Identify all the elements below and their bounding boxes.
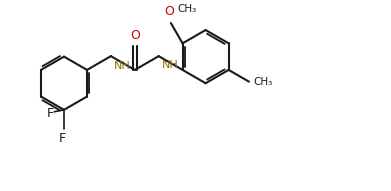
Text: F: F	[59, 132, 66, 145]
Text: O: O	[164, 5, 174, 18]
Text: CH₃: CH₃	[253, 77, 272, 87]
Text: F: F	[47, 107, 54, 120]
Text: O: O	[130, 29, 140, 42]
Text: CH₃: CH₃	[178, 4, 197, 14]
Text: NH: NH	[161, 60, 178, 70]
Text: NH: NH	[114, 61, 131, 71]
